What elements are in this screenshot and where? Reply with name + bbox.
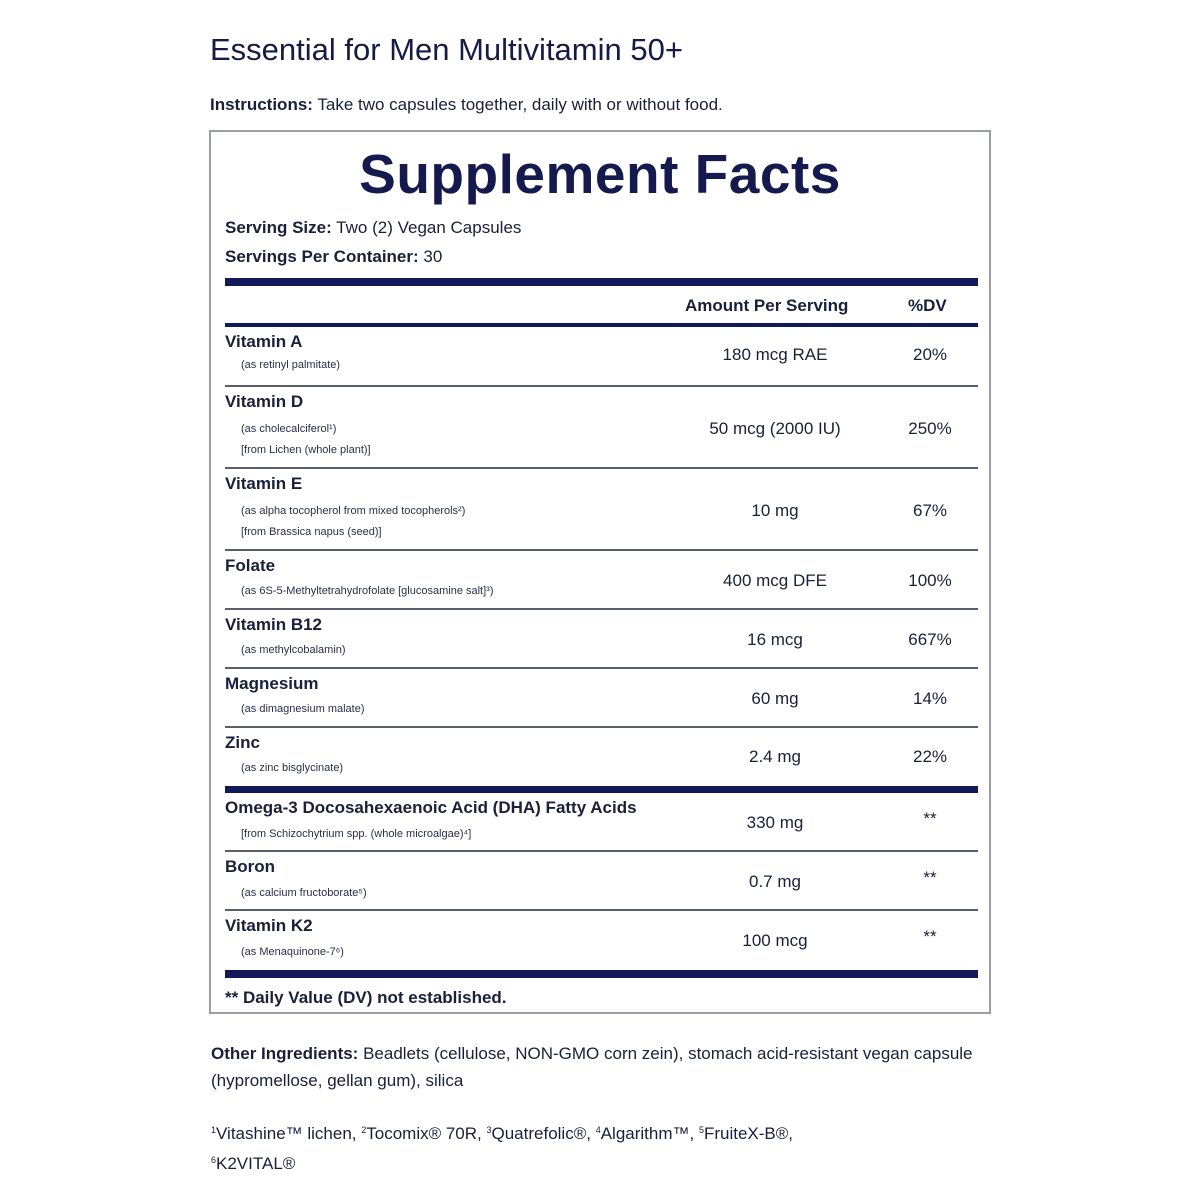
nutrient-dv: 100% [908, 571, 952, 590]
nutrient-dv: 20% [912, 345, 948, 364]
footnote-mark: 4 [595, 1125, 601, 1135]
other-ingredients-text: Beadlets (cellulose, NON-GMO corn zein),… [211, 1044, 973, 1090]
nutrient-row-omega-3-dha: Omega-3 Docosahexaenoic Acid (DHA) Fatty… [225, 793, 978, 852]
nutrient-dv: 22% [912, 747, 948, 766]
nutrient-dv: 14% [912, 689, 948, 708]
footnote-text: Quatrefolic®, [491, 1124, 596, 1143]
serving-size-value: Two (2) Vegan Capsules [331, 218, 522, 237]
nutrient-dv: ** [923, 809, 937, 828]
nutrient-row-vitamin-e: Vitamin E (as alpha tocopherol from mixe… [225, 469, 978, 551]
nutrient-amount: 400 mcg DFE [723, 571, 827, 590]
dv-not-established-note: ** Daily Value (DV) not established. [225, 988, 507, 1007]
footnote-mark: 5 [698, 1125, 704, 1135]
nutrient-dv: ** [923, 868, 937, 887]
nutrient-dv: 250% [908, 419, 952, 438]
footnote-text: Algarithm™, [600, 1124, 699, 1143]
nutrient-name: Vitamin E [225, 474, 303, 493]
nutrient-source: (as Menaquinone-7⁶) [241, 946, 344, 958]
serving-size: Serving Size: Two (2) Vegan Capsules [225, 218, 521, 238]
other-ingredients: Other Ingredients: Beadlets (cellulose, … [211, 1040, 981, 1094]
divider-thick-bottom [225, 970, 978, 978]
nutrient-name: Vitamin D [225, 392, 304, 411]
product-title: Essential for Men Multivitamin 50+ [210, 32, 683, 67]
servings-per-container: Servings Per Container: 30 [225, 247, 442, 267]
nutrient-source: (as calcium fructoborate⁵) [241, 887, 367, 899]
nutrient-row-vitamin-b12: Vitamin B12 (as methylcobalamin) 16 mcg … [225, 610, 978, 669]
supplement-facts-title: Supplement Facts [359, 143, 841, 205]
nutrient-amount: 16 mcg [747, 630, 803, 649]
nutrient-row-folate: Folate (as 6S-5-Methyltetrahydrofolate [… [225, 551, 978, 610]
nutrient-name: Folate [225, 556, 276, 575]
nutrient-amount: 100 mcg [742, 931, 808, 950]
divider-header [225, 323, 978, 327]
nutrient-row-vitamin-d: Vitamin D (as cholecalciferol¹) [from Li… [225, 387, 978, 469]
nutrient-source: (as dimagnesium malate) [241, 703, 365, 715]
nutrient-amount: 180 mcg RAE [722, 345, 828, 364]
nutrient-dv: 67% [912, 501, 948, 520]
nutrient-name: Boron [225, 857, 276, 876]
footnote-text: Vitashine™ lichen, [216, 1124, 362, 1143]
nutrient-source: (as 6S-5-Methyltetrahydrofolate [glucosa… [241, 585, 494, 597]
footnote-mark: 1 [211, 1125, 217, 1135]
nutrient-amount: 50 mcg (2000 IU) [709, 419, 841, 438]
nutrient-source: [from Schizochytrium spp. (whole microal… [241, 828, 472, 840]
nutrient-dv: ** [923, 927, 937, 946]
servings-per-container-label: Servings Per Container: [225, 247, 419, 266]
divider-thick-middle [225, 786, 978, 793]
nutrient-source: (as retinyl palmitate) [241, 359, 341, 371]
footnote-mark: 6 [211, 1155, 217, 1165]
divider-thick-top [225, 278, 978, 286]
nutrient-source: (as alpha tocopherol from mixed tocopher… [241, 505, 466, 517]
nutrient-source: [from Lichen (whole plant)] [241, 444, 371, 456]
nutrient-source: [from Brassica napus (seed)] [241, 526, 382, 538]
servings-per-container-value: 30 [418, 247, 443, 266]
supplement-facts-panel: Supplement Facts Serving Size: Two (2) V… [209, 130, 991, 1014]
instructions-text: Take two capsules together, daily with o… [312, 95, 723, 114]
nutrient-row-boron: Boron (as calcium fructoborate⁵) 0.7 mg … [225, 852, 978, 911]
nutrient-amount: 60 mg [751, 689, 799, 708]
nutrient-name: Vitamin K2 [225, 916, 313, 935]
instructions-label: Instructions: [210, 95, 313, 114]
nutrient-amount: 330 mg [746, 813, 804, 832]
nutrient-name: Magnesium [225, 674, 319, 693]
nutrient-source: (as methylcobalamin) [241, 644, 346, 656]
nutrient-amount: 2.4 mg [749, 747, 801, 766]
nutrient-name: Vitamin A [225, 332, 303, 351]
nutrient-amount: 10 mg [751, 501, 799, 520]
nutrient-name: Zinc [225, 733, 260, 752]
footnote-text: Tocomix® 70R, [366, 1124, 487, 1143]
nutrient-source: (as cholecalciferol¹) [241, 423, 337, 435]
nutrient-name: Vitamin B12 [225, 615, 323, 634]
serving-size-label: Serving Size: [225, 218, 332, 237]
footnote-text: K2VITAL® [216, 1154, 296, 1173]
column-header-amount: Amount Per Serving [685, 296, 849, 315]
footnote-mark: 3 [486, 1125, 492, 1135]
trademark-footnotes: 1Vitashine™ lichen, 2Tocomix® 70R, 3Quat… [211, 1117, 981, 1177]
nutrient-source: (as zinc bisglycinate) [241, 762, 344, 774]
footnote-text: FruiteX-B®, [703, 1124, 794, 1143]
column-header-dv: %DV [908, 296, 947, 315]
instructions: Instructions: Take two capsules together… [210, 95, 723, 115]
nutrient-row-zinc: Zinc (as zinc bisglycinate) 2.4 mg 22% [225, 728, 978, 786]
nutrient-name: Omega-3 Docosahexaenoic Acid (DHA) Fatty… [225, 798, 637, 817]
nutrient-row-magnesium: Magnesium (as dimagnesium malate) 60 mg … [225, 669, 978, 728]
nutrient-row-vitamin-k2: Vitamin K2 (as Menaquinone-7⁶) 100 mcg *… [225, 911, 978, 970]
nutrient-row-vitamin-a: Vitamin A (as retinyl palmitate) 180 mcg… [225, 327, 978, 387]
other-ingredients-label: Other Ingredients: [211, 1044, 359, 1063]
nutrient-dv: 667% [908, 630, 952, 649]
footnote-mark: 2 [361, 1125, 367, 1135]
nutrient-amount: 0.7 mg [749, 872, 801, 891]
